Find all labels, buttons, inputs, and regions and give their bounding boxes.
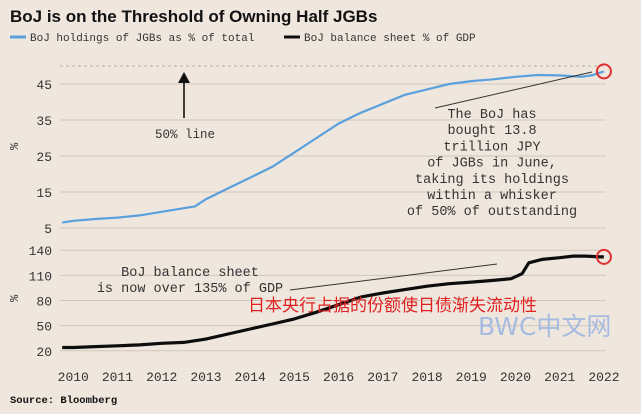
boj-annotation-line: taking its holdings bbox=[415, 173, 569, 188]
x-tick-label: 2021 bbox=[544, 370, 575, 385]
bottom-y-axis-label: % bbox=[8, 294, 22, 302]
legend-label-holdings: BoJ holdings of JGBs as % of total bbox=[30, 33, 254, 45]
boj-annotation-line: of 50% of outstanding bbox=[407, 205, 577, 220]
x-tick-label: 2019 bbox=[456, 370, 487, 385]
source-note: Source: Bloomberg bbox=[10, 395, 117, 407]
top-y-ticks: 5 15 25 35 45 bbox=[36, 78, 52, 237]
bottom-y-tick-label: 140 bbox=[29, 244, 52, 259]
bottom-y-tick-label: 80 bbox=[36, 295, 52, 310]
x-tick-label: 2017 bbox=[367, 370, 398, 385]
legend: BoJ holdings of JGBs as % of total BoJ b… bbox=[10, 33, 476, 45]
fifty-arrow-head bbox=[178, 72, 190, 83]
top-y-tick-label: 45 bbox=[36, 78, 52, 93]
top-y-tick-label: 15 bbox=[36, 186, 52, 201]
boj-annotation-line: within a whisker bbox=[427, 189, 557, 204]
x-tick-label: 2013 bbox=[190, 370, 221, 385]
boj-annotation-line: trillion JPY bbox=[443, 140, 540, 155]
watermark-brand: BWC中文网 bbox=[478, 312, 611, 341]
balance-annotation-line: BoJ balance sheet bbox=[121, 266, 259, 281]
x-ticks: 2010 2011 2012 2013 2014 2015 2016 2017 2018 2019… bbox=[58, 370, 620, 385]
boj-annotation-pointer bbox=[434, 71, 593, 109]
boj-annotation-line: The BoJ has bbox=[447, 108, 536, 123]
balance-end-marker bbox=[595, 248, 612, 265]
series-line-holdings bbox=[62, 70, 605, 224]
boj-annotation-line: of JGBs in June, bbox=[427, 157, 557, 172]
top-y-tick-label: 5 bbox=[44, 222, 52, 237]
x-tick-label: 2014 bbox=[235, 370, 266, 385]
x-tick-label: 2020 bbox=[500, 370, 531, 385]
top-grid bbox=[60, 83, 606, 229]
series-line-balance bbox=[62, 254, 604, 350]
x-tick-label: 2022 bbox=[588, 370, 619, 385]
bottom-y-ticks: 20 50 80 110 140 bbox=[29, 244, 52, 360]
top-y-tick-label: 25 bbox=[36, 150, 52, 165]
x-tick-label: 2015 bbox=[279, 370, 310, 385]
x-tick-label: 2011 bbox=[102, 370, 133, 385]
x-tick-label: 2018 bbox=[411, 370, 442, 385]
x-tick-label: 2012 bbox=[146, 370, 177, 385]
balance-annotation-pointer bbox=[289, 263, 498, 291]
x-tick-label: 2016 bbox=[323, 370, 354, 385]
bottom-y-tick-label: 50 bbox=[36, 320, 52, 335]
balance-annotation-line: is now over 135% of GDP bbox=[97, 282, 283, 297]
holdings-end-marker bbox=[595, 63, 612, 80]
top-y-axis-label: % bbox=[8, 142, 22, 150]
top-y-tick-label: 35 bbox=[36, 114, 52, 129]
fifty-line-label: 50% line bbox=[155, 128, 215, 142]
watermark-chinese: 日本央行占据的份额使日债渐失流动性 bbox=[248, 295, 537, 316]
chart-title: BoJ is on the Threshold of Owning Half J… bbox=[10, 7, 377, 26]
x-tick-label: 2010 bbox=[58, 370, 89, 385]
bottom-y-tick-label: 20 bbox=[36, 345, 52, 360]
boj-annotation-line: bought 13.8 bbox=[447, 124, 536, 139]
bottom-y-tick-label: 110 bbox=[29, 269, 52, 284]
legend-label-balance: BoJ balance sheet % of GDP bbox=[304, 33, 476, 45]
